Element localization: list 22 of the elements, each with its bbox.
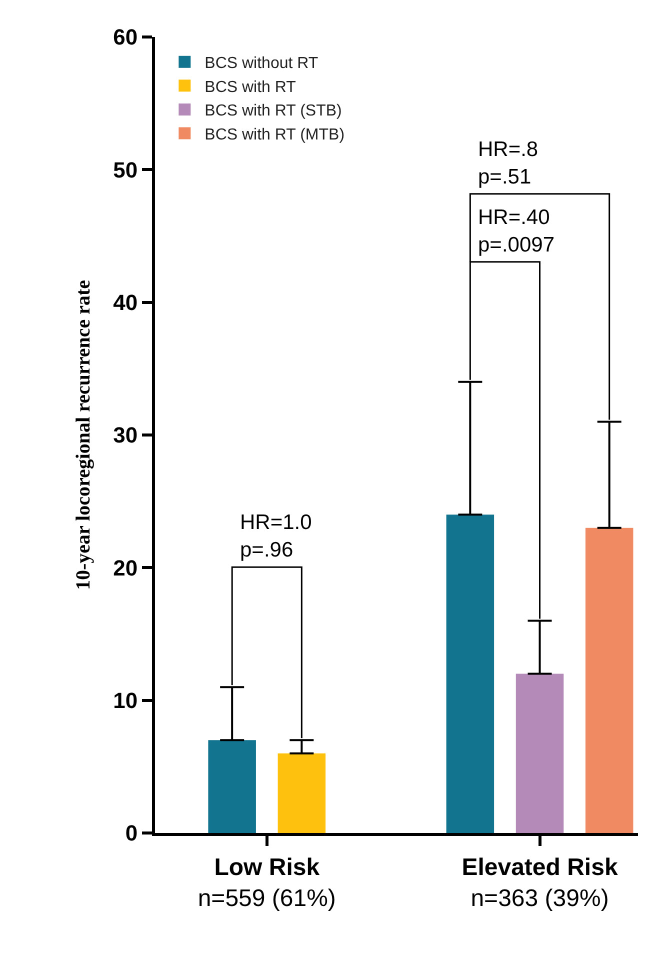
annotation: HR=.8 p=.51: [478, 138, 538, 188]
x-tick-label: Low Risk n=559 (61%): [198, 854, 336, 912]
annotation: HR=.40 p=.0097: [478, 206, 554, 256]
y-tick-label: 50: [113, 157, 138, 182]
y-axis-title: 10-year locoregional recurrence rate: [72, 280, 95, 590]
legend-label: BCS with RT (STB): [204, 102, 342, 120]
annotation: HR=1.0 p=.96: [240, 511, 312, 562]
y-tick-label: 40: [113, 290, 138, 316]
bar: [278, 753, 326, 833]
y-tick-label: 0: [125, 820, 138, 846]
y-tick-label: 10: [113, 688, 138, 714]
y-tick-label: 60: [113, 24, 138, 50]
x-tick-label: Elevated Risk n=363 (39%): [462, 854, 618, 912]
y-tick-label: 20: [113, 555, 138, 580]
y-tick-label: 30: [113, 422, 138, 448]
bar: [446, 514, 494, 833]
bar: [585, 528, 634, 833]
bar: [516, 674, 564, 833]
bar: [208, 740, 256, 833]
legend-label: BCS with RT: [204, 78, 296, 96]
legend-label: BCS with RT (MTB): [204, 126, 345, 144]
legend-label: BCS without RT: [204, 55, 318, 72]
